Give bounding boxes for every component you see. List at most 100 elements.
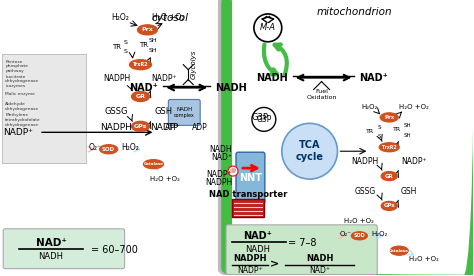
Text: Pentose
phosphate
pathway: Pentose phosphate pathway — [5, 60, 28, 73]
Circle shape — [228, 166, 238, 176]
Text: GPs: GPs — [134, 124, 147, 129]
Text: Malic enzyme: Malic enzyme — [5, 92, 35, 95]
Text: M-A: M-A — [260, 23, 276, 32]
Text: SH: SH — [403, 123, 411, 128]
Text: NADPH: NADPH — [100, 123, 132, 132]
Text: H₂O +O₂: H₂O +O₂ — [409, 256, 439, 262]
Text: SH: SH — [149, 38, 158, 43]
Text: Catalase: Catalase — [144, 162, 164, 166]
Text: Catalase: Catalase — [389, 249, 409, 253]
Text: O₂⁻: O₂⁻ — [89, 143, 102, 152]
Text: Aldehyde
dehydrogenase: Aldehyde dehydrogenase — [5, 102, 39, 111]
Text: H₂O₂: H₂O₂ — [361, 104, 377, 110]
Text: H₂O₂: H₂O₂ — [112, 14, 129, 22]
Text: ATP: ATP — [165, 123, 179, 132]
FancyBboxPatch shape — [232, 199, 264, 217]
Text: Methylene
tetrahydrofolate
dehydrogenase: Methylene tetrahydrofolate dehydrogenase — [5, 113, 41, 127]
Text: SH: SH — [403, 133, 411, 138]
FancyBboxPatch shape — [236, 152, 265, 204]
Text: GR: GR — [136, 94, 146, 99]
Text: NADPH: NADPH — [352, 157, 379, 166]
Text: NADPH: NADPH — [233, 254, 267, 263]
Ellipse shape — [132, 121, 149, 131]
Text: = 60–700: = 60–700 — [91, 245, 137, 255]
Ellipse shape — [351, 232, 367, 240]
Ellipse shape — [137, 25, 157, 35]
Ellipse shape — [129, 60, 151, 70]
Ellipse shape — [390, 246, 408, 255]
Text: NADH: NADH — [215, 83, 247, 92]
Text: NADP⁺: NADP⁺ — [237, 266, 263, 275]
Circle shape — [254, 14, 282, 42]
Text: SOD: SOD — [354, 233, 365, 238]
Text: NADH: NADH — [246, 245, 270, 254]
Ellipse shape — [144, 160, 164, 169]
FancyBboxPatch shape — [3, 229, 125, 269]
Text: NADH: NADH — [38, 252, 64, 261]
FancyBboxPatch shape — [2, 54, 86, 163]
FancyBboxPatch shape — [168, 99, 200, 125]
Text: SOD: SOD — [102, 147, 115, 152]
Text: TR: TR — [139, 42, 148, 48]
Text: S: S — [377, 125, 381, 130]
Ellipse shape — [379, 143, 399, 152]
Text: Fuel
Oxidation: Fuel Oxidation — [306, 89, 337, 100]
Text: S: S — [124, 40, 128, 45]
Text: ADP: ADP — [192, 123, 208, 132]
Ellipse shape — [381, 201, 397, 210]
Text: G3P: G3P — [256, 115, 272, 124]
Text: NADH: NADH — [306, 254, 333, 263]
Text: S: S — [377, 134, 381, 139]
Text: NNT: NNT — [239, 173, 262, 183]
Text: G3P: G3P — [251, 113, 268, 122]
Text: NADP⁺: NADP⁺ — [152, 74, 177, 83]
Ellipse shape — [381, 172, 397, 181]
Text: GSH: GSH — [401, 187, 417, 195]
Text: NADPH: NADPH — [205, 177, 232, 187]
Text: NADP⁺: NADP⁺ — [401, 157, 427, 166]
Text: TR: TR — [393, 127, 401, 132]
Text: GSH: GSH — [155, 107, 173, 116]
Text: Glycolys: Glycolys — [190, 50, 196, 79]
Text: complex: complex — [174, 113, 195, 118]
Text: TrxR2: TrxR2 — [382, 145, 397, 150]
Text: H₂O₂: H₂O₂ — [122, 143, 139, 152]
Text: H₂O +O₂: H₂O +O₂ — [152, 14, 184, 22]
Text: O₂⁻: O₂⁻ — [339, 231, 351, 237]
Text: NAD⁺: NAD⁺ — [211, 153, 232, 162]
Text: GSSG: GSSG — [355, 187, 376, 195]
Text: NADP⁺: NADP⁺ — [150, 123, 180, 132]
Ellipse shape — [132, 92, 149, 102]
Text: NAD⁺: NAD⁺ — [359, 73, 388, 83]
Text: mitochondrion: mitochondrion — [317, 7, 392, 17]
Text: TR: TR — [112, 44, 121, 50]
Text: NAD⁺: NAD⁺ — [244, 231, 273, 241]
Text: NAD⁺: NAD⁺ — [129, 83, 158, 92]
Text: NADP⁺: NADP⁺ — [206, 169, 232, 179]
Text: H₂O₂: H₂O₂ — [371, 231, 387, 237]
FancyBboxPatch shape — [226, 225, 377, 275]
Text: TR: TR — [366, 129, 374, 134]
Text: SH: SH — [149, 48, 158, 53]
Text: TrxR2: TrxR2 — [133, 62, 148, 67]
Text: NADH: NADH — [256, 73, 288, 83]
Text: Isocitrate
dehydrogenase
isozymes: Isocitrate dehydrogenase isozymes — [5, 75, 39, 88]
Text: NADPH: NADPH — [103, 74, 130, 83]
Text: S: S — [124, 49, 128, 54]
Text: NADH: NADH — [210, 145, 232, 154]
Circle shape — [252, 107, 276, 131]
Text: = 7–8: = 7–8 — [288, 238, 316, 248]
Ellipse shape — [100, 145, 118, 154]
Text: TCA
cycle: TCA cycle — [296, 140, 324, 162]
Text: H₂O +O₂: H₂O +O₂ — [399, 104, 429, 110]
Text: H₂O +O₂: H₂O +O₂ — [345, 218, 374, 224]
Circle shape — [282, 123, 337, 179]
Text: NAD transporter: NAD transporter — [209, 190, 287, 200]
Text: @: @ — [230, 169, 236, 174]
Text: H₂O +O₂: H₂O +O₂ — [150, 176, 180, 182]
Text: NADH: NADH — [176, 107, 192, 112]
Text: GPs: GPs — [383, 203, 395, 208]
Text: Prx: Prx — [142, 27, 153, 32]
Ellipse shape — [380, 113, 398, 122]
Text: GSSG: GSSG — [105, 107, 128, 116]
